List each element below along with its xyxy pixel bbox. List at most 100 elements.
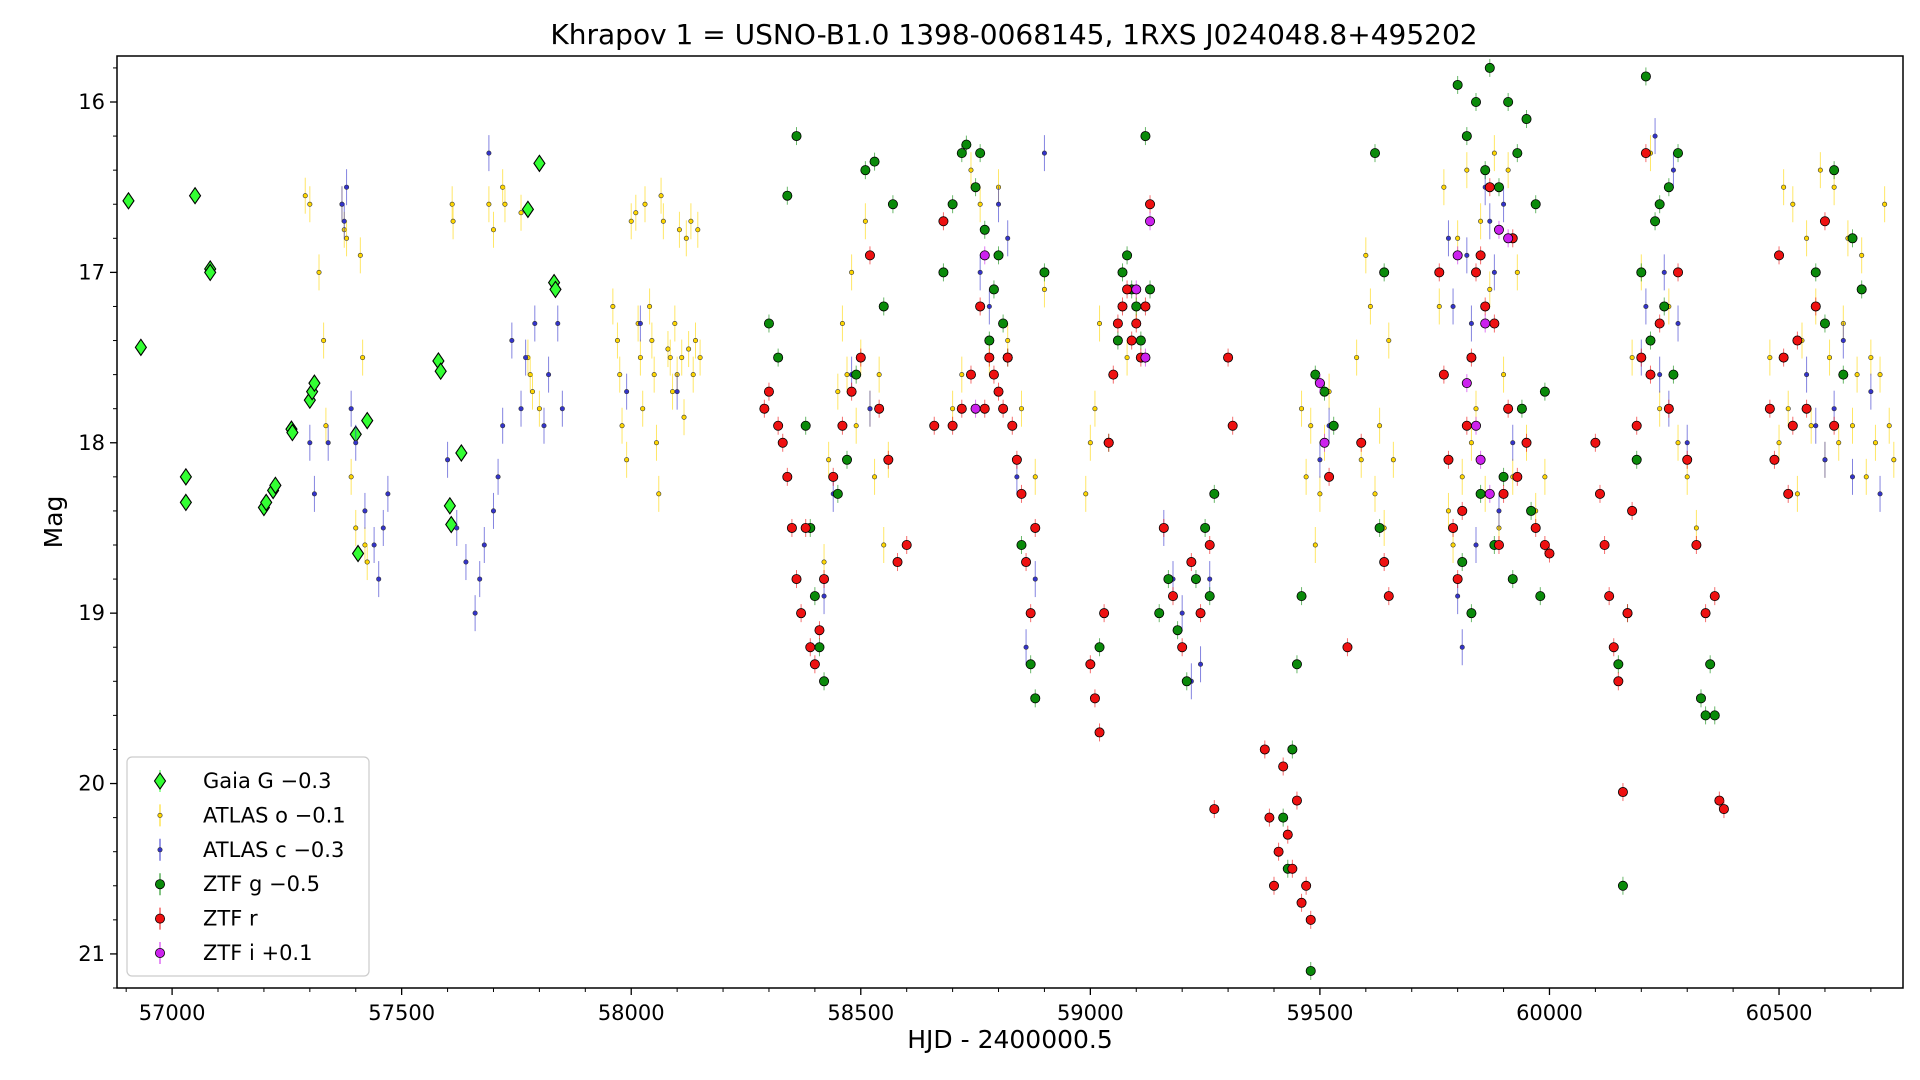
data-point <box>1673 267 1684 278</box>
data-point <box>1094 642 1105 653</box>
data-point <box>651 372 657 378</box>
data-point <box>1273 846 1284 857</box>
data-point <box>1693 525 1699 531</box>
data-point <box>1594 488 1605 499</box>
data-point <box>929 420 940 431</box>
data-point <box>1501 372 1507 378</box>
data-point <box>1032 474 1038 480</box>
data-point <box>1386 338 1392 344</box>
data-point <box>649 338 655 344</box>
data-point <box>353 525 359 531</box>
data-point <box>1122 284 1133 295</box>
data-point <box>533 154 546 173</box>
data-point <box>672 321 678 327</box>
x-tick-label: 59000 <box>1057 1001 1124 1025</box>
y-tick-label: 20 <box>78 772 105 796</box>
data-point <box>1179 610 1185 616</box>
data-point <box>1819 318 1830 329</box>
data-point <box>624 457 630 463</box>
data-point <box>1145 216 1156 227</box>
data-point <box>1370 148 1381 159</box>
data-point <box>670 389 676 395</box>
data-point <box>1617 880 1628 891</box>
data-point <box>1493 224 1504 235</box>
data-point <box>269 476 282 495</box>
data-point <box>1684 440 1690 446</box>
legend-marker <box>154 879 165 890</box>
data-point <box>653 440 659 446</box>
data-point <box>1209 488 1220 499</box>
data-point <box>1390 457 1396 463</box>
data-point <box>1030 693 1041 704</box>
data-point <box>665 346 671 352</box>
series-cc22ee <box>970 212 1514 503</box>
x-tick-label: 59500 <box>1287 1001 1354 1025</box>
data-point <box>1856 284 1867 295</box>
y-tick-label: 18 <box>78 431 105 455</box>
data-point <box>617 372 623 378</box>
data-point <box>821 593 827 599</box>
data-point <box>1792 335 1803 346</box>
data-point <box>1854 372 1860 378</box>
data-point <box>308 374 321 393</box>
data-point <box>1025 659 1036 670</box>
data-point <box>1122 250 1133 261</box>
data-point <box>610 303 616 309</box>
data-point <box>1296 591 1307 602</box>
data-point <box>1094 727 1105 738</box>
data-point <box>938 216 949 227</box>
x-axis-ticks: 57000 57500 58000 58500 59000 59500 60000 60500 <box>125 988 1872 1025</box>
legend-marker <box>153 772 167 790</box>
data-point <box>1640 71 1651 82</box>
data-point <box>658 193 664 199</box>
data-point <box>1498 488 1509 499</box>
data-point <box>1783 488 1794 499</box>
data-point <box>1886 423 1892 429</box>
data-point <box>536 406 542 412</box>
data-point <box>805 642 816 653</box>
data-point <box>530 389 536 395</box>
data-point <box>686 346 692 352</box>
data-point <box>1039 267 1050 278</box>
data-point <box>796 608 807 619</box>
data-point <box>1654 318 1665 329</box>
data-point <box>1328 420 1339 431</box>
data-point <box>695 227 701 233</box>
y-axis-ticks: 16 17 18 19 20 21 <box>78 67 117 989</box>
data-point <box>454 525 460 531</box>
data-point <box>1484 182 1495 193</box>
data-point <box>1872 440 1878 446</box>
data-point <box>1636 267 1647 278</box>
legend-label: ZTF i +0.1 <box>203 941 312 965</box>
data-point <box>791 131 802 142</box>
data-point <box>1514 269 1520 275</box>
data-point <box>1539 540 1550 551</box>
data-point <box>364 559 370 565</box>
data-point <box>1030 522 1041 533</box>
data-point <box>1154 608 1165 619</box>
data-point <box>1282 829 1293 840</box>
data-point <box>688 218 694 224</box>
data-point <box>1512 148 1523 159</box>
data-point <box>842 454 853 465</box>
data-point <box>445 515 458 534</box>
data-point <box>1480 318 1491 329</box>
data-point <box>1491 150 1497 156</box>
data-point <box>614 338 620 344</box>
data-point <box>1108 369 1119 380</box>
data-point <box>1882 201 1888 207</box>
legend-marker <box>157 812 163 818</box>
x-tick-label: 60000 <box>1516 1001 1583 1025</box>
data-point <box>998 318 1009 329</box>
data-point <box>1374 522 1385 533</box>
data-marks <box>122 58 1897 980</box>
data-point <box>1877 491 1883 497</box>
data-point <box>1291 795 1302 806</box>
data-point <box>986 303 992 309</box>
data-point <box>814 642 825 653</box>
data-point <box>1461 420 1472 431</box>
data-point <box>1530 522 1541 533</box>
data-point <box>1303 474 1309 480</box>
data-point <box>1829 165 1840 176</box>
data-point <box>1859 252 1865 258</box>
